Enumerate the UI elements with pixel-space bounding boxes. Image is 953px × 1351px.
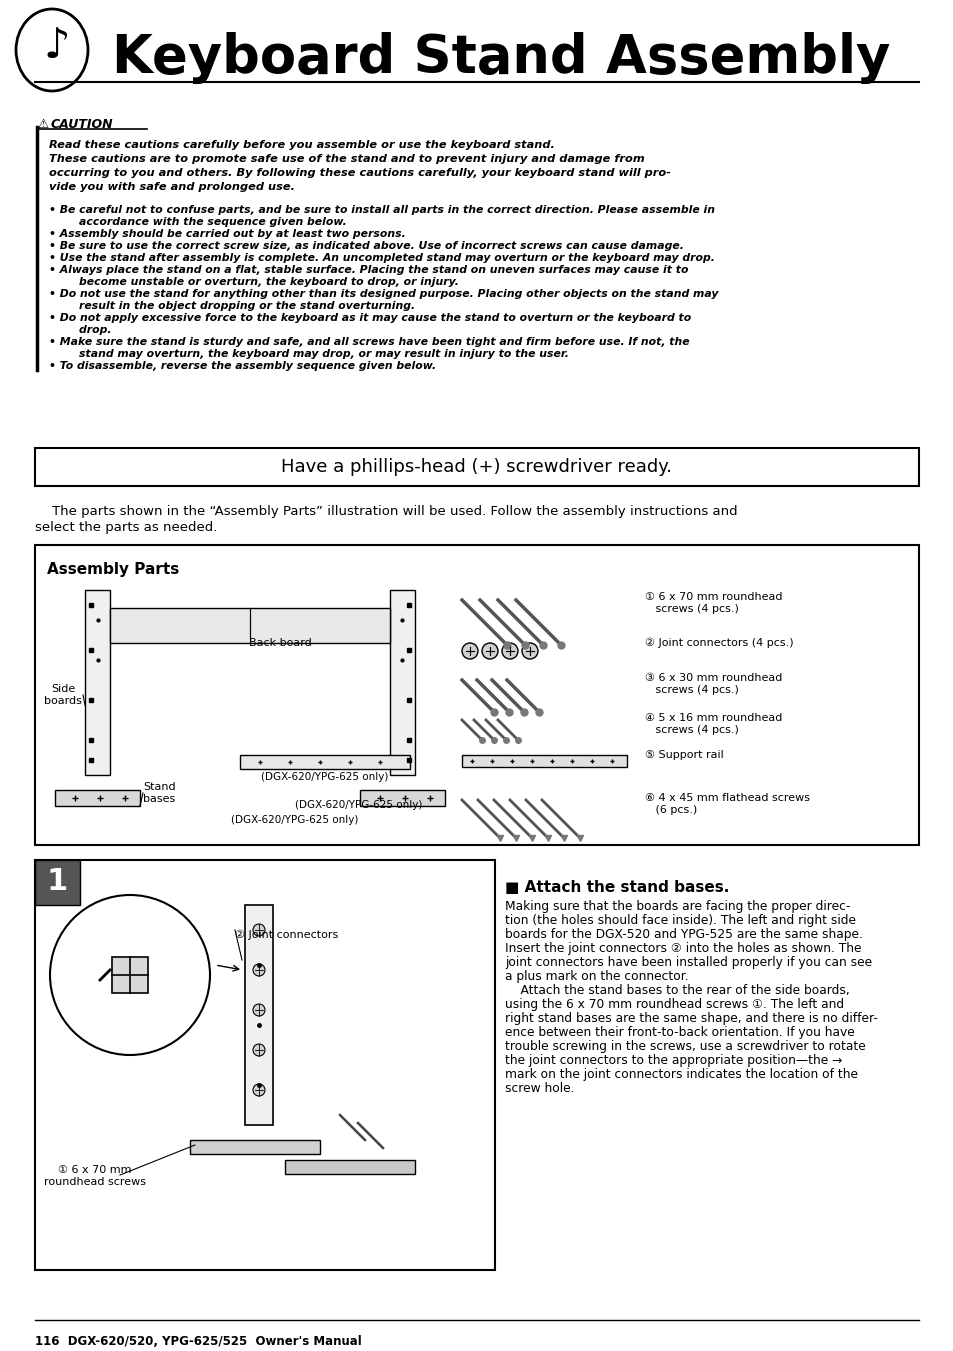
Text: right stand bases are the same shape, and there is no differ-: right stand bases are the same shape, an… — [504, 1012, 877, 1025]
Text: select the parts as needed.: select the parts as needed. — [35, 521, 217, 534]
Text: • Use the stand after assembly is complete. An uncompleted stand may overturn or: • Use the stand after assembly is comple… — [49, 253, 714, 263]
Text: Have a phillips-head (+) screwdriver ready.: Have a phillips-head (+) screwdriver rea… — [281, 458, 672, 476]
Text: a plus mark on the connector.: a plus mark on the connector. — [504, 970, 688, 984]
Text: ② Joint connectors (4 pcs.): ② Joint connectors (4 pcs.) — [644, 638, 793, 648]
Text: accordance with the sequence given below.: accordance with the sequence given below… — [49, 218, 346, 227]
FancyBboxPatch shape — [35, 449, 918, 486]
Bar — [190, 1140, 319, 1154]
Text: (DGX-620/YPG-625 only): (DGX-620/YPG-625 only) — [261, 771, 388, 782]
Text: result in the object dropping or the stand overturning.: result in the object dropping or the sta… — [49, 301, 415, 311]
Circle shape — [253, 924, 265, 936]
Text: ④ 5 x 16 mm roundhead
   screws (4 pcs.): ④ 5 x 16 mm roundhead screws (4 pcs.) — [644, 713, 781, 735]
Text: Insert the joint connectors ② into the holes as shown. The: Insert the joint connectors ② into the h… — [504, 942, 861, 955]
Text: Keyboard Stand Assembly: Keyboard Stand Assembly — [112, 32, 889, 84]
Text: • Do not apply excessive force to the keyboard as it may cause the stand to over: • Do not apply excessive force to the ke… — [49, 313, 691, 323]
Circle shape — [501, 643, 517, 659]
Circle shape — [253, 1084, 265, 1096]
Text: • To disassemble, reverse the assembly sequence given below.: • To disassemble, reverse the assembly s… — [49, 361, 436, 372]
Text: Back board: Back board — [249, 638, 311, 648]
Text: vide you with safe and prolonged use.: vide you with safe and prolonged use. — [49, 182, 294, 192]
Text: screw hole.: screw hole. — [504, 1082, 574, 1096]
Text: mark on the joint connectors indicates the location of the: mark on the joint connectors indicates t… — [504, 1069, 857, 1081]
Text: The parts shown in the “Assembly Parts” illustration will be used. Follow the as: The parts shown in the “Assembly Parts” … — [35, 505, 737, 517]
Text: Assembly Parts: Assembly Parts — [47, 562, 179, 577]
Circle shape — [253, 965, 265, 975]
Text: using the 6 x 70 mm roundhead screws ①. The left and: using the 6 x 70 mm roundhead screws ①. … — [504, 998, 843, 1011]
Circle shape — [253, 1004, 265, 1016]
Text: 116  DGX-620/520, YPG-625/525  Owner's Manual: 116 DGX-620/520, YPG-625/525 Owner's Man… — [35, 1335, 361, 1348]
Text: ence between their front-to-back orientation. If you have: ence between their front-to-back orienta… — [504, 1025, 854, 1039]
Text: ⑥ 4 x 45 mm flathead screws
   (6 pcs.): ⑥ 4 x 45 mm flathead screws (6 pcs.) — [644, 793, 809, 815]
Bar — [240, 755, 410, 769]
Text: • Assembly should be carried out by at least two persons.: • Assembly should be carried out by at l… — [49, 230, 405, 239]
Bar — [285, 1161, 415, 1174]
Bar — [112, 957, 148, 993]
Circle shape — [521, 643, 537, 659]
FancyBboxPatch shape — [35, 861, 80, 905]
Text: ♪: ♪ — [44, 26, 71, 68]
Circle shape — [253, 1044, 265, 1056]
Text: stand may overturn, the keyboard may drop, or may result in injury to the user.: stand may overturn, the keyboard may dro… — [49, 349, 568, 359]
Text: occurring to you and others. By following these cautions carefully, your keyboar: occurring to you and others. By followin… — [49, 168, 670, 178]
Text: ③ 6 x 30 mm roundhead
   screws (4 pcs.): ③ 6 x 30 mm roundhead screws (4 pcs.) — [644, 673, 781, 694]
Bar — [245, 905, 273, 1125]
Bar — [55, 790, 140, 807]
Text: • Be sure to use the correct screw size, as indicated above. Use of incorrect sc: • Be sure to use the correct screw size,… — [49, 240, 683, 251]
FancyBboxPatch shape — [35, 544, 918, 844]
Text: 1: 1 — [47, 867, 68, 897]
Text: Making sure that the boards are facing the proper direc-: Making sure that the boards are facing t… — [504, 900, 849, 913]
Circle shape — [481, 643, 497, 659]
Text: trouble screwing in the screws, use a screwdriver to rotate: trouble screwing in the screws, use a sc… — [504, 1040, 864, 1052]
Text: ⚠: ⚠ — [37, 118, 49, 131]
Text: become unstable or overturn, the keyboard to drop, or injury.: become unstable or overturn, the keyboar… — [49, 277, 458, 286]
Text: CAUTION: CAUTION — [51, 118, 113, 131]
Text: joint connectors have been installed properly if you can see: joint connectors have been installed pro… — [504, 957, 871, 969]
Text: ② Joint connectors: ② Joint connectors — [234, 929, 338, 940]
Text: ■ Attach the stand bases.: ■ Attach the stand bases. — [504, 880, 729, 894]
Text: Read these cautions carefully before you assemble or use the keyboard stand.: Read these cautions carefully before you… — [49, 141, 555, 150]
Circle shape — [50, 894, 210, 1055]
Text: tion (the holes should face inside). The left and right side: tion (the holes should face inside). The… — [504, 915, 855, 927]
Bar — [110, 608, 390, 643]
Circle shape — [461, 643, 477, 659]
Text: • Always place the stand on a flat, stable surface. Placing the stand on uneven : • Always place the stand on a flat, stab… — [49, 265, 688, 276]
Text: • Do not use the stand for anything other than its designed purpose. Placing oth: • Do not use the stand for anything othe… — [49, 289, 718, 299]
Text: ⑤ Support rail: ⑤ Support rail — [644, 750, 723, 761]
Text: These cautions are to promote safe use of the stand and to prevent injury and da: These cautions are to promote safe use o… — [49, 154, 644, 163]
Text: (DGX-620/YPG-625 only): (DGX-620/YPG-625 only) — [231, 815, 358, 825]
Text: ① 6 x 70 mm
roundhead screws: ① 6 x 70 mm roundhead screws — [44, 1165, 146, 1186]
Bar — [359, 790, 444, 807]
Text: • Make sure the stand is sturdy and safe, and all screws have been tight and fir: • Make sure the stand is sturdy and safe… — [49, 336, 689, 347]
Text: drop.: drop. — [49, 326, 112, 335]
Text: ① 6 x 70 mm roundhead
   screws (4 pcs.): ① 6 x 70 mm roundhead screws (4 pcs.) — [644, 592, 781, 613]
Bar — [85, 590, 110, 775]
Text: (DGX-620/YPG-625 only): (DGX-620/YPG-625 only) — [294, 800, 422, 811]
Text: • Be careful not to confuse parts, and be sure to install all parts in the corre: • Be careful not to confuse parts, and b… — [49, 205, 714, 215]
Text: Side
boards: Side boards — [44, 684, 82, 705]
Bar — [461, 755, 626, 767]
Text: boards for the DGX-520 and YPG-525 are the same shape.: boards for the DGX-520 and YPG-525 are t… — [504, 928, 862, 942]
Text: Stand
bases: Stand bases — [143, 782, 175, 804]
FancyBboxPatch shape — [35, 861, 495, 1270]
Bar — [390, 590, 415, 775]
Text: the joint connectors to the appropriate position—the →: the joint connectors to the appropriate … — [504, 1054, 841, 1067]
Text: Attach the stand bases to the rear of the side boards,: Attach the stand bases to the rear of th… — [504, 984, 849, 997]
